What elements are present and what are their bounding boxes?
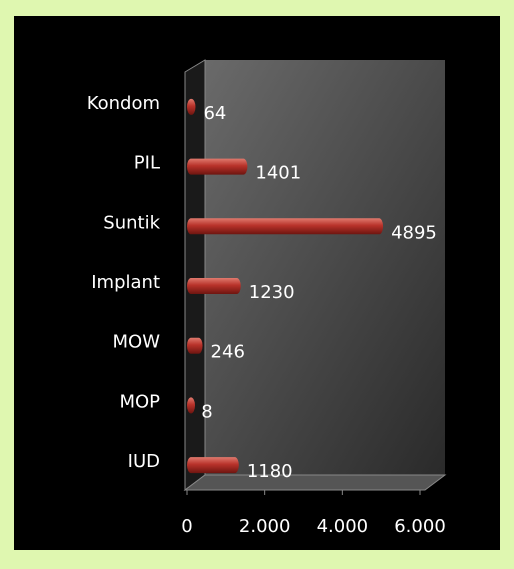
bar	[187, 337, 203, 354]
value-label: 1401	[255, 163, 301, 184]
y-tick-label: PIL	[134, 153, 160, 174]
back-wall	[205, 60, 445, 475]
value-label: 1180	[247, 461, 293, 482]
side-wall	[184, 59, 206, 491]
bar	[187, 98, 196, 115]
floor	[183, 474, 447, 491]
bar	[187, 278, 241, 294]
x-tick-label: 2.000	[239, 516, 291, 537]
x-tick-label: 4.000	[317, 516, 369, 537]
y-tick-label: MOP	[119, 391, 160, 412]
bar	[187, 218, 384, 235]
value-label: 4895	[391, 222, 437, 243]
y-tick-label: IUD	[128, 451, 160, 472]
bar	[187, 457, 239, 474]
value-label: 64	[203, 103, 226, 124]
y-tick-label: Kondom	[87, 93, 160, 114]
y-tick-label: Suntik	[103, 212, 160, 233]
y-tick-label: Implant	[91, 272, 160, 293]
bar	[187, 397, 195, 414]
value-label: 1230	[249, 282, 295, 303]
value-label: 8	[201, 401, 212, 422]
x-tick-label: 0	[181, 516, 192, 537]
value-label: 246	[211, 342, 245, 363]
y-tick-label: MOW	[113, 332, 161, 353]
x-tick-label: 6.000	[394, 516, 446, 537]
bar	[187, 158, 248, 175]
